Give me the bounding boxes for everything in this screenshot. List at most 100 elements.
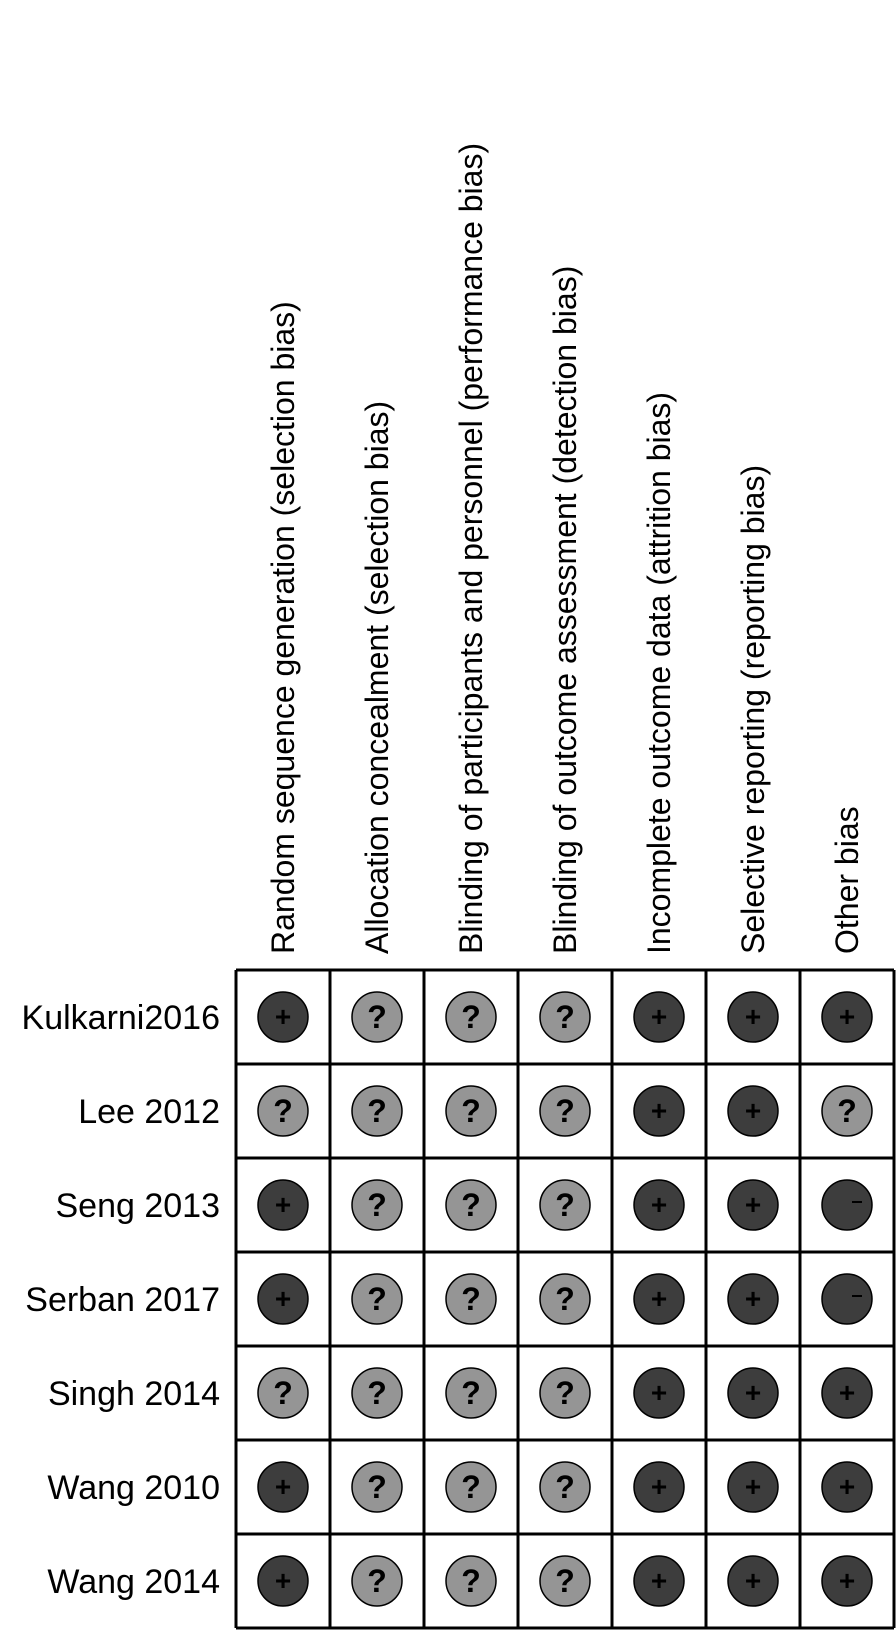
plus-symbol: + <box>839 1471 855 1502</box>
low-risk-mark: + <box>633 1085 685 1137</box>
plus-symbol: + <box>745 1377 761 1408</box>
column-label: Other bias <box>829 806 865 954</box>
question-symbol: ? <box>367 1093 387 1129</box>
unclear-risk-mark-circle <box>351 1179 403 1231</box>
unclear-risk-mark-circle <box>445 1461 497 1513</box>
unclear-risk-mark-circle <box>539 1555 591 1607</box>
low-risk-mark: + <box>727 1461 779 1513</box>
plus-symbol: + <box>651 1565 667 1596</box>
unclear-risk-mark-circle <box>351 1273 403 1325</box>
unclear-risk-mark-circle <box>351 991 403 1043</box>
low-risk-mark-circle <box>821 1367 873 1419</box>
unclear-risk-mark: ? <box>445 1179 497 1231</box>
unclear-risk-mark-circle <box>539 1179 591 1231</box>
row-labels: Kulkarni2016 Lee 2012 Seng 2013 Serban 2017… <box>22 999 220 1601</box>
low-risk-mark-circle <box>727 991 779 1043</box>
low-risk-mark: + <box>727 1367 779 1419</box>
low-risk-mark: + <box>821 1555 873 1607</box>
question-symbol: ? <box>555 999 575 1035</box>
low-risk-mark-circle <box>633 1273 685 1325</box>
low-risk-mark: + <box>727 1555 779 1607</box>
unclear-risk-mark: ? <box>351 1179 403 1231</box>
plus-symbol: + <box>745 1471 761 1502</box>
unclear-risk-mark: ? <box>257 1085 309 1137</box>
plus-symbol: + <box>651 1001 667 1032</box>
plus-symbol: + <box>651 1189 667 1220</box>
plus-symbol: + <box>651 1095 667 1126</box>
question-symbol: ? <box>461 1375 481 1411</box>
plus-symbol: + <box>275 1283 291 1314</box>
low-risk-mark: + <box>821 991 873 1043</box>
plus-symbol: + <box>839 1377 855 1408</box>
question-symbol: ? <box>367 1281 387 1317</box>
unclear-risk-mark-circle <box>445 1555 497 1607</box>
low-risk-mark: + <box>821 1367 873 1419</box>
question-symbol: ? <box>555 1093 575 1129</box>
unclear-risk-mark: ? <box>445 991 497 1043</box>
low-risk-mark: + <box>821 1461 873 1513</box>
column-label: Blinding of outcome assessment (detectio… <box>547 266 583 954</box>
unclear-risk-mark-circle <box>445 1085 497 1137</box>
unclear-risk-mark: ? <box>257 1367 309 1419</box>
low-risk-mark: + <box>633 1273 685 1325</box>
low-risk-mark-circle <box>633 1085 685 1137</box>
row-label: Serban 2017 <box>25 1281 220 1319</box>
low-risk-mark: + <box>257 1179 309 1231</box>
low-risk-mark: + <box>633 1367 685 1419</box>
unclear-risk-mark: ? <box>351 1367 403 1419</box>
question-symbol: ? <box>367 1375 387 1411</box>
low-risk-mark-circle <box>727 1273 779 1325</box>
question-symbol: ? <box>367 1187 387 1223</box>
low-risk-mark-circle <box>727 1555 779 1607</box>
unclear-risk-mark-circle <box>351 1367 403 1419</box>
low-risk-mark-circle <box>257 991 309 1043</box>
low-risk-mark: + <box>257 991 309 1043</box>
low-risk-mark-circle <box>257 1179 309 1231</box>
unclear-risk-mark-circle <box>539 1367 591 1419</box>
plus-symbol: + <box>651 1471 667 1502</box>
plus-symbol: + <box>275 1471 291 1502</box>
plus-symbol: + <box>651 1377 667 1408</box>
low-risk-mark: + <box>633 1461 685 1513</box>
question-symbol: ? <box>461 1187 481 1223</box>
plus-symbol: + <box>275 1189 291 1220</box>
column-label: Incomplete outcome data (attrition bias) <box>641 392 677 954</box>
question-symbol: ? <box>555 1375 575 1411</box>
question-symbol: ? <box>461 1563 481 1599</box>
low-risk-mark: + <box>633 991 685 1043</box>
high-risk-mark <box>821 1273 873 1325</box>
unclear-risk-mark-circle <box>445 991 497 1043</box>
column-label: Random sequence generation (selection bi… <box>265 301 301 954</box>
question-symbol: ? <box>555 1469 575 1505</box>
plus-symbol: + <box>839 1565 855 1596</box>
low-risk-mark: + <box>633 1179 685 1231</box>
low-risk-mark-circle <box>257 1461 309 1513</box>
plus-symbol: + <box>745 1565 761 1596</box>
low-risk-mark-circle <box>727 1179 779 1231</box>
unclear-risk-mark-circle <box>257 1085 309 1137</box>
unclear-risk-mark: ? <box>445 1085 497 1137</box>
low-risk-mark-circle <box>633 1179 685 1231</box>
low-risk-mark-circle <box>633 1461 685 1513</box>
unclear-risk-mark: ? <box>351 1085 403 1137</box>
low-risk-mark: + <box>257 1273 309 1325</box>
question-symbol: ? <box>837 1093 857 1129</box>
low-risk-mark-circle <box>727 1085 779 1137</box>
row-label: Wang 2010 <box>47 1469 220 1507</box>
unclear-risk-mark: ? <box>539 1273 591 1325</box>
high-risk-mark-circle <box>821 1273 873 1325</box>
column-label: Blinding of participants and personnel (… <box>453 143 489 954</box>
low-risk-mark-circle <box>633 991 685 1043</box>
plus-symbol: + <box>651 1283 667 1314</box>
low-risk-mark: + <box>257 1461 309 1513</box>
question-symbol: ? <box>555 1563 575 1599</box>
row-label: Lee 2012 <box>78 1093 220 1131</box>
unclear-risk-mark-circle <box>445 1367 497 1419</box>
unclear-risk-mark: ? <box>445 1555 497 1607</box>
question-symbol: ? <box>367 1469 387 1505</box>
low-risk-mark-circle <box>727 1367 779 1419</box>
question-symbol: ? <box>367 1563 387 1599</box>
unclear-risk-mark: ? <box>351 1555 403 1607</box>
row-label: Wang 2014 <box>47 1563 220 1601</box>
